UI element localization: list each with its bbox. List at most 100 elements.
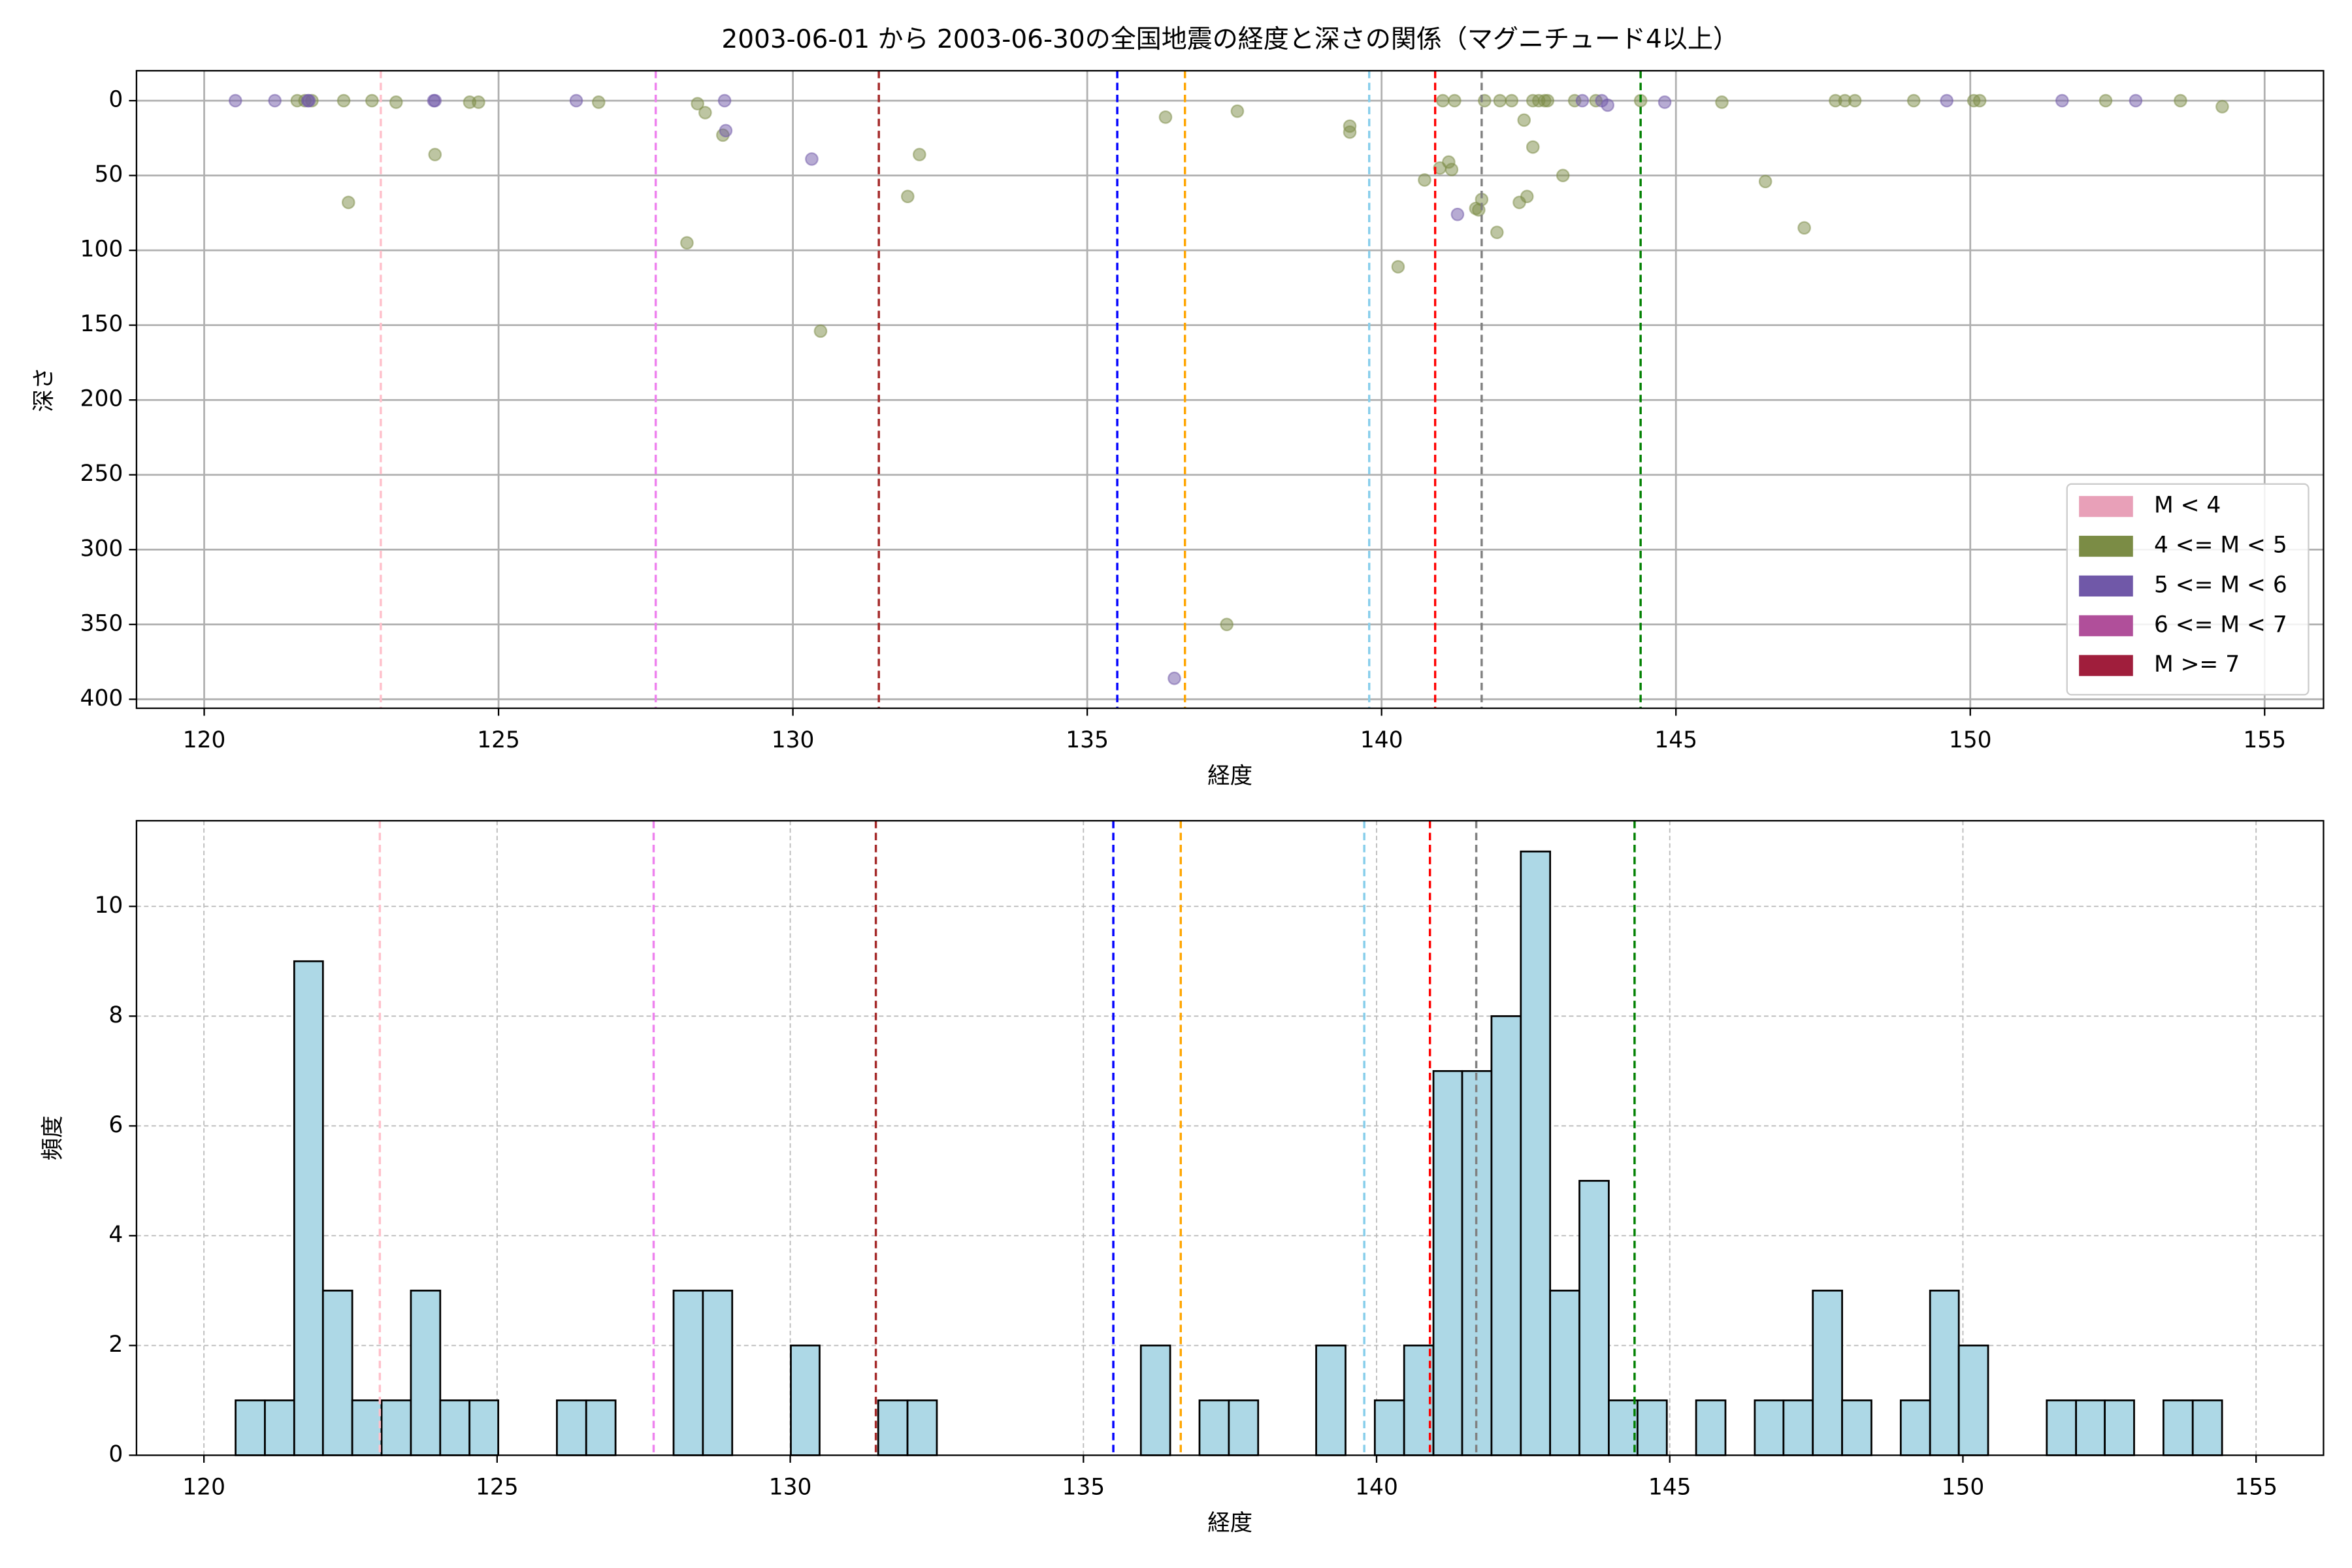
bar <box>1578 1179 1610 1456</box>
point <box>268 93 282 108</box>
point <box>1541 93 1555 108</box>
point <box>1418 173 1431 187</box>
y-tick-label: 4 <box>108 1222 123 1248</box>
x-axis-label: 経度 <box>1207 763 1252 789</box>
point <box>1445 163 1459 176</box>
bar <box>293 960 324 1456</box>
point <box>900 189 915 204</box>
bar <box>1315 1345 1347 1456</box>
point <box>591 95 606 109</box>
point <box>1448 93 1462 108</box>
y-tick-label: 2 <box>108 1331 123 1358</box>
point <box>428 148 442 161</box>
y-tick-label: 50 <box>94 161 123 188</box>
x-tick-label: 150 <box>1942 1474 1985 1500</box>
point <box>1517 113 1531 127</box>
legend-swatch <box>2079 536 2133 557</box>
bar <box>1520 850 1552 1456</box>
x-tick-label: 145 <box>1648 1474 1691 1500</box>
bar <box>1139 1345 1171 1456</box>
point <box>302 93 316 108</box>
x-axis-label: 経度 <box>1207 1511 1252 1537</box>
y-axis-label: 深さ <box>31 367 57 412</box>
bar <box>380 1399 412 1456</box>
legend-label: 4 <= M < 5 <box>2154 532 2287 559</box>
x-tick-label: 120 <box>182 1474 225 1500</box>
y-tick-label: 250 <box>80 461 123 487</box>
point <box>1505 93 1519 108</box>
x-tick-label: 125 <box>477 727 520 753</box>
point <box>1490 225 1504 239</box>
bar <box>556 1399 587 1456</box>
point <box>1556 169 1570 182</box>
legend-swatch <box>2079 575 2133 597</box>
x-tick-label: 130 <box>769 1474 812 1500</box>
point <box>1848 93 1862 108</box>
bar <box>1432 1070 1463 1456</box>
bar <box>790 1345 821 1456</box>
x-tick-label: 130 <box>772 727 815 753</box>
point <box>1940 93 1954 108</box>
x-tick-label: 135 <box>1062 1474 1105 1500</box>
bar <box>321 1290 353 1456</box>
y-tick-label: 100 <box>80 237 123 263</box>
y-tick-label: 10 <box>94 892 123 919</box>
bar <box>2104 1399 2135 1456</box>
x-tick-label: 120 <box>183 727 226 753</box>
bar <box>1929 1290 1960 1456</box>
y-tick-label: 0 <box>108 87 123 113</box>
bar <box>410 1290 442 1456</box>
bar <box>1198 1399 1230 1456</box>
y-tick-label: 0 <box>108 1441 123 1467</box>
y-tick-label: 200 <box>80 386 123 412</box>
point <box>2129 93 2143 108</box>
point <box>2055 93 2069 108</box>
point <box>336 93 351 108</box>
bar <box>702 1290 734 1456</box>
point <box>1715 95 1729 109</box>
point <box>1972 93 1987 108</box>
point <box>428 93 442 108</box>
y-tick-label: 400 <box>80 685 123 711</box>
axes-frame <box>135 70 2325 710</box>
point <box>472 95 485 109</box>
bar <box>877 1399 909 1456</box>
x-tick-label: 135 <box>1066 727 1109 753</box>
bar <box>1549 1290 1580 1456</box>
x-tick-label: 140 <box>1360 727 1403 753</box>
figure-title: 2003-06-01 から 2003-06-30の全国地震の経度と深さの関係（マ… <box>721 25 1739 54</box>
x-tick-label: 145 <box>1654 727 1697 753</box>
bar <box>351 1399 383 1456</box>
point <box>1493 93 1507 108</box>
point <box>1797 221 1811 235</box>
legend-label: 6 <= M < 7 <box>2154 612 2287 638</box>
legend-swatch <box>2079 615 2133 636</box>
bar <box>468 1399 500 1456</box>
y-tick-label: 150 <box>80 311 123 337</box>
x-tick-label: 150 <box>1949 727 1992 753</box>
bar <box>1490 1015 1522 1456</box>
point <box>1575 93 1590 108</box>
bar <box>1228 1399 1260 1456</box>
point <box>1436 93 1450 108</box>
x-tick-label: 155 <box>2243 727 2286 753</box>
bar <box>906 1399 938 1456</box>
point <box>1230 104 1245 118</box>
bar <box>235 1399 266 1456</box>
bar <box>2046 1399 2078 1456</box>
bar <box>1754 1399 1785 1456</box>
x-tick-label: 140 <box>1355 1474 1398 1500</box>
point <box>569 93 583 108</box>
bar <box>264 1399 295 1456</box>
point <box>680 236 694 250</box>
bar <box>2191 1399 2223 1456</box>
point <box>1478 93 1492 108</box>
y-tick-label: 300 <box>80 536 123 562</box>
point <box>2215 99 2229 114</box>
bar <box>1782 1399 1814 1456</box>
y-tick-label: 350 <box>80 610 123 636</box>
bar <box>672 1290 704 1456</box>
legend-label: M >= 7 <box>2154 651 2240 678</box>
point <box>1601 98 1615 112</box>
